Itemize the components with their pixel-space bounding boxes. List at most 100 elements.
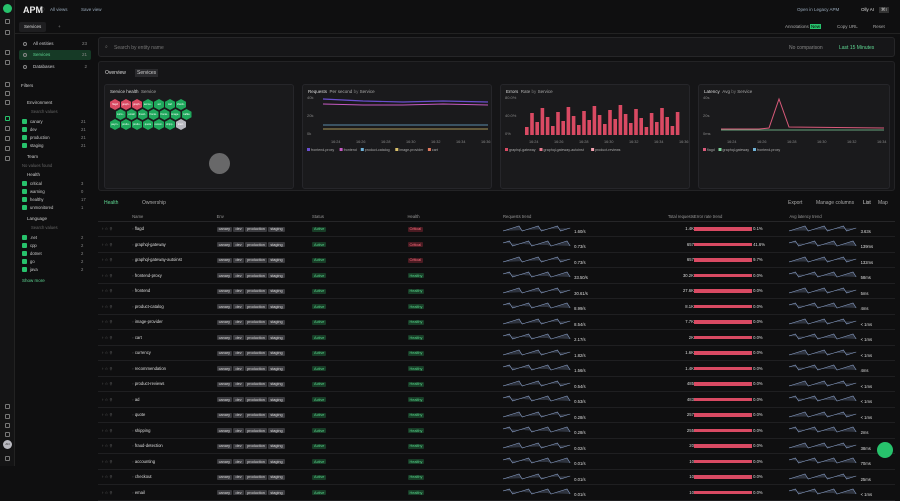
service-name[interactable]: ◦ frontend — [132, 283, 217, 299]
timerange-select[interactable]: Last 15 Minutes — [839, 45, 875, 51]
pin-icon[interactable]: ⚲ — [109, 241, 113, 247]
dashboards-icon[interactable] — [5, 136, 10, 141]
service-name[interactable]: ◦ recommendation — [132, 360, 217, 377]
star-icon[interactable]: ☆ — [104, 350, 109, 356]
star-icon[interactable]: ☆ — [104, 288, 109, 294]
checkbox[interactable] — [22, 119, 27, 124]
service-name[interactable]: ◦ product-reviews — [132, 376, 217, 392]
table-row[interactable]: › ☆ ⚲ ◦ graphql-gateway-autoinst canary d… — [98, 252, 895, 268]
star-icon[interactable]: ☆ — [104, 241, 109, 247]
pin-icon[interactable]: ⚲ — [109, 288, 113, 294]
expand-icon[interactable]: › — [102, 412, 104, 418]
expand-icon[interactable]: › — [102, 272, 104, 278]
pin-icon[interactable]: ⚲ — [109, 226, 113, 232]
checkbox[interactable] — [22, 243, 27, 248]
pin-icon[interactable]: ⚲ — [109, 443, 113, 449]
pin-icon[interactable]: ⚲ — [109, 489, 113, 495]
hex-cell[interactable]: shipp.. — [165, 119, 175, 130]
tab-services[interactable]: Services — [19, 22, 47, 32]
hex-cell[interactable]: load.. — [176, 119, 186, 130]
service-name[interactable]: ◦ fraud-detection — [132, 438, 217, 454]
service-name[interactable]: ◦ graphql-gateway-autoinst — [132, 252, 217, 268]
service-name[interactable]: ◦ flagd — [132, 221, 217, 237]
hex-cell[interactable]: fraud.. — [137, 109, 148, 120]
expand-icon[interactable]: › — [102, 458, 104, 464]
table-row[interactable]: › ☆ ⚲ ◦ currency canary dev production stag… — [98, 345, 895, 361]
pin-icon[interactable]: ⚲ — [109, 319, 113, 325]
metrics-icon[interactable] — [5, 91, 10, 96]
table-row[interactable]: › ☆ ⚲ ◦ fraud-detection canary dev product… — [98, 438, 895, 454]
pin-icon[interactable]: ⚲ — [109, 365, 113, 371]
service-name[interactable]: ◦ currency — [132, 345, 217, 361]
expand-icon[interactable]: › — [102, 319, 104, 325]
col-name[interactable]: Name — [132, 213, 217, 222]
tab-ownership[interactable]: Ownership — [142, 200, 166, 206]
checkbox[interactable] — [22, 259, 27, 264]
expand-icon[interactable]: › — [102, 350, 104, 356]
hex-cell[interactable]: produ.. — [121, 119, 131, 130]
all-views-link[interactable]: All views — [50, 7, 68, 12]
logo-icon[interactable] — [3, 4, 12, 13]
menu-icon[interactable] — [5, 50, 10, 55]
pin-icon[interactable]: ⚲ — [109, 458, 113, 464]
env-filter-title[interactable]: Environment — [27, 100, 53, 105]
col-total[interactable]: Total requests — [598, 213, 694, 222]
star-icon[interactable]: ☆ — [104, 489, 109, 495]
pin-icon[interactable]: ⚲ — [109, 412, 113, 418]
search-icon[interactable] — [5, 19, 10, 24]
sidebar-item-databases[interactable]: Databases 2 — [19, 62, 91, 72]
service-name[interactable]: ◦ checkout — [132, 469, 217, 485]
chat-fab-button[interactable] — [877, 442, 893, 458]
table-row[interactable]: › ☆ ⚲ ◦ cart canary dev production staging … — [98, 329, 895, 346]
checkbox[interactable] — [22, 135, 27, 140]
hex-cell[interactable]: fronte.. — [148, 109, 159, 120]
checkbox[interactable] — [22, 143, 27, 148]
table-row[interactable]: › ☆ ⚲ ◦ product-reviews canary dev product… — [98, 376, 895, 392]
docs-icon[interactable] — [5, 423, 10, 428]
checkbox[interactable] — [22, 127, 27, 132]
checkbox[interactable] — [22, 205, 27, 210]
checkbox[interactable] — [22, 197, 27, 202]
home-icon[interactable] — [5, 30, 10, 35]
hex-cell[interactable]: curre.. — [115, 109, 126, 120]
team-filter-title[interactable]: Team — [27, 154, 39, 159]
avatar[interactable]: AN — [3, 440, 12, 449]
service-name[interactable]: ◦ cart — [132, 329, 217, 346]
star-icon[interactable]: ☆ — [104, 381, 109, 387]
hex-cell[interactable]: check.. — [176, 99, 186, 110]
expand-icon[interactable]: › — [102, 474, 104, 480]
expand-icon[interactable]: › — [102, 288, 104, 294]
checkbox[interactable] — [22, 189, 27, 194]
expand-icon[interactable]: › — [102, 489, 104, 495]
pin-icon[interactable]: ⚲ — [109, 334, 113, 340]
hex-cell[interactable]: produ.. — [132, 119, 142, 130]
logs-icon[interactable] — [5, 82, 10, 87]
tab-health[interactable]: Health — [104, 200, 119, 206]
health-filter-title[interactable]: Health — [27, 172, 41, 177]
pin-icon[interactable]: ⚲ — [109, 303, 113, 309]
pin-icon[interactable]: ⚲ — [109, 474, 113, 480]
copy-url-button[interactable]: Copy URL — [837, 24, 858, 29]
infra-icon[interactable] — [5, 126, 10, 131]
service-name[interactable]: ◦ ad — [132, 391, 217, 408]
col-env[interactable]: Env — [216, 213, 313, 222]
hex-cell[interactable]: accou.. — [143, 99, 153, 110]
hex-cell[interactable]: recom.. — [154, 119, 164, 130]
star-icon[interactable]: ☆ — [104, 458, 109, 464]
service-name[interactable]: ◦ graphql-gateway — [132, 236, 217, 253]
manage-columns-button[interactable]: Manage columns — [816, 200, 855, 206]
language-filter-title[interactable]: Language — [27, 216, 48, 221]
expand-icon[interactable]: › — [102, 334, 104, 340]
pin-icon[interactable]: ⚲ — [109, 381, 113, 387]
checkbox[interactable] — [22, 251, 27, 256]
hex-cell[interactable]: paym.. — [110, 119, 120, 130]
service-name[interactable]: ◦ accounting — [132, 453, 217, 470]
link-icon[interactable] — [5, 404, 10, 409]
table-row[interactable]: › ☆ ⚲ ◦ product-catalog canary dev product… — [98, 298, 895, 315]
language-search-input[interactable]: Search values — [31, 225, 58, 230]
pin-icon[interactable]: ⚲ — [109, 427, 113, 433]
expand-icon[interactable]: › — [102, 303, 104, 309]
settings-icon[interactable] — [5, 156, 10, 161]
sidebar-item-all-entities[interactable]: All entities 23 — [19, 39, 91, 49]
hex-cell[interactable]: flagd — [110, 99, 120, 110]
